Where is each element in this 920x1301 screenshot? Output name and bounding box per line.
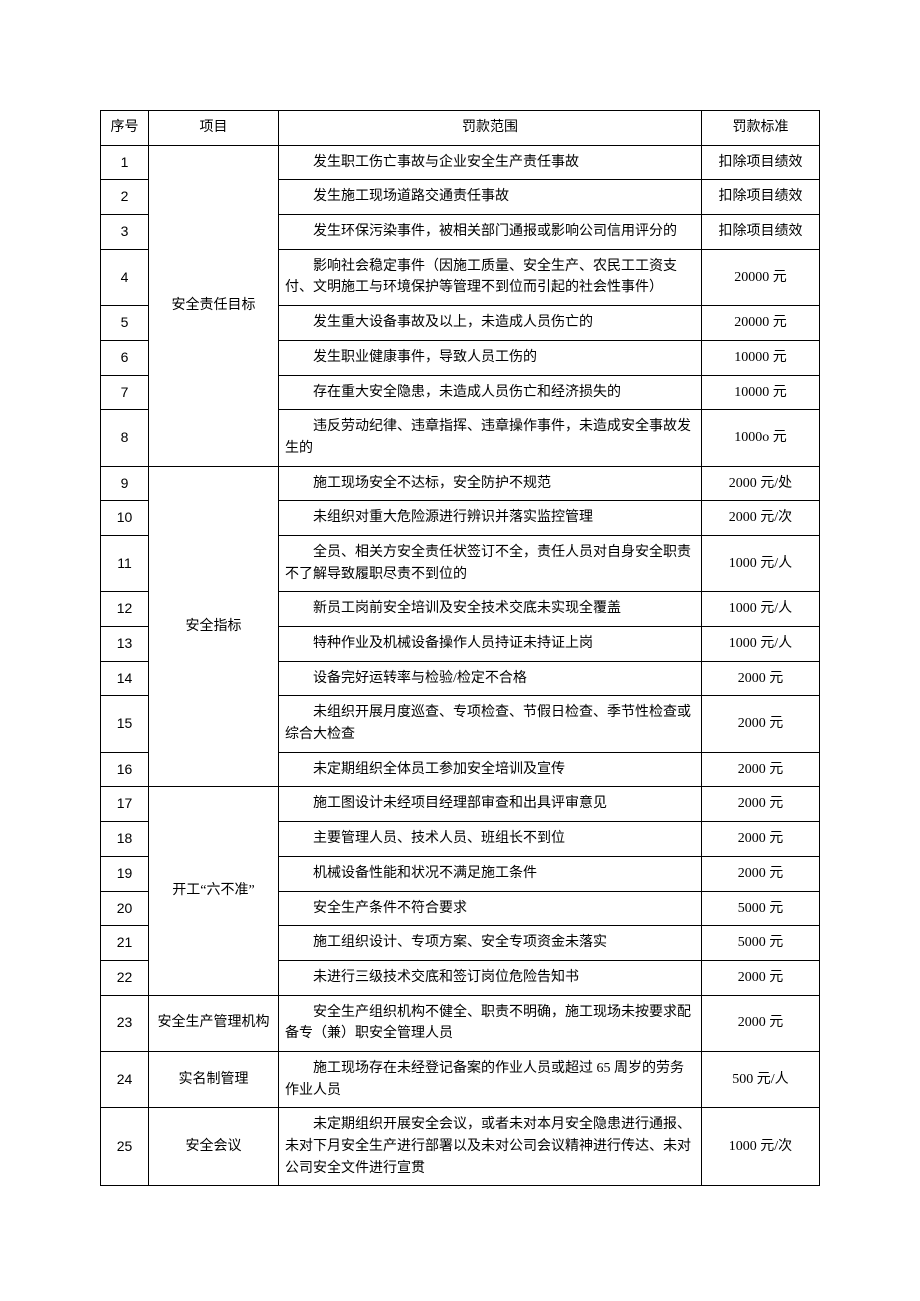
cell-std: 2000 元 — [702, 960, 820, 995]
cell-std: 10000 元 — [702, 375, 820, 410]
cell-seq: 22 — [101, 960, 149, 995]
cell-scope: 机械设备性能和状况不满足施工条件 — [279, 856, 702, 891]
cell-scope: 设备完好运转率与检验/检定不合格 — [279, 661, 702, 696]
cell-scope: 全员、相关方安全责任状签订不全，责任人员对自身安全职责不了解导致履职尽责不到位的 — [279, 535, 702, 591]
cell-scope: 施工现场安全不达标，安全防护不规范 — [279, 466, 702, 501]
cell-seq: 8 — [101, 410, 149, 466]
cell-seq: 11 — [101, 535, 149, 591]
cell-seq: 23 — [101, 995, 149, 1051]
col-header-std: 罚款标准 — [702, 111, 820, 146]
cell-std: 20000 元 — [702, 306, 820, 341]
cell-seq: 14 — [101, 661, 149, 696]
cell-seq: 3 — [101, 215, 149, 250]
table-header: 序号 项目 罚款范围 罚款标准 — [101, 111, 820, 146]
table-header-row: 序号 项目 罚款范围 罚款标准 — [101, 111, 820, 146]
col-header-seq: 序号 — [101, 111, 149, 146]
cell-std: 20000 元 — [702, 249, 820, 305]
cell-std: 1000 元/人 — [702, 627, 820, 662]
cell-std: 2000 元 — [702, 856, 820, 891]
cell-seq: 17 — [101, 787, 149, 822]
cell-scope: 影响社会稳定事件（因施工质量、安全生产、农民工工资支付、文明施工与环境保护等管理… — [279, 249, 702, 305]
cell-seq: 12 — [101, 592, 149, 627]
table-row: 1安全责任目标发生职工伤亡事故与企业安全生产责任事故扣除项目绩效 — [101, 145, 820, 180]
cell-scope: 施工现场存在未经登记备案的作业人员或超过 65 周岁的劳务作业人员 — [279, 1051, 702, 1107]
cell-seq: 16 — [101, 752, 149, 787]
cell-scope: 主要管理人员、技术人员、班组长不到位 — [279, 822, 702, 857]
cell-std: 10000 元 — [702, 340, 820, 375]
cell-seq: 18 — [101, 822, 149, 857]
cell-seq: 1 — [101, 145, 149, 180]
cell-scope: 发生职工伤亡事故与企业安全生产责任事故 — [279, 145, 702, 180]
cell-item: 安全生产管理机构 — [149, 995, 279, 1051]
cell-scope: 未定期组织开展安全会议，或者未对本月安全隐患进行通报、未对下月安全生产进行部署以… — [279, 1108, 702, 1186]
cell-std: 2000 元 — [702, 752, 820, 787]
cell-seq: 4 — [101, 249, 149, 305]
cell-std: 5000 元 — [702, 891, 820, 926]
cell-item: 实名制管理 — [149, 1051, 279, 1107]
cell-std: 扣除项目绩效 — [702, 145, 820, 180]
cell-seq: 13 — [101, 627, 149, 662]
cell-std: 500 元/人 — [702, 1051, 820, 1107]
cell-scope: 施工图设计未经项目经理部审查和出具评审意见 — [279, 787, 702, 822]
cell-seq: 25 — [101, 1108, 149, 1186]
cell-seq: 20 — [101, 891, 149, 926]
cell-item: 安全责任目标 — [149, 145, 279, 466]
table-row: 17开工“六不准”施工图设计未经项目经理部审查和出具评审意见2000 元 — [101, 787, 820, 822]
cell-scope: 存在重大安全隐患，未造成人员伤亡和经济损失的 — [279, 375, 702, 410]
cell-seq: 21 — [101, 926, 149, 961]
cell-scope: 未组织开展月度巡查、专项检查、节假日检查、季节性检查或综合大检查 — [279, 696, 702, 752]
cell-std: 扣除项目绩效 — [702, 215, 820, 250]
cell-std: 2000 元 — [702, 696, 820, 752]
cell-seq: 15 — [101, 696, 149, 752]
cell-seq: 24 — [101, 1051, 149, 1107]
cell-std: 2000 元 — [702, 661, 820, 696]
cell-item: 安全会议 — [149, 1108, 279, 1186]
cell-scope: 安全生产条件不符合要求 — [279, 891, 702, 926]
cell-scope: 发生环保污染事件，被相关部门通报或影响公司信用评分的 — [279, 215, 702, 250]
cell-std: 2000 元/处 — [702, 466, 820, 501]
cell-scope: 发生施工现场道路交通责任事故 — [279, 180, 702, 215]
cell-scope: 安全生产组织机构不健全、职责不明确，施工现场未按要求配备专（兼）职安全管理人员 — [279, 995, 702, 1051]
cell-seq: 5 — [101, 306, 149, 341]
cell-seq: 10 — [101, 501, 149, 536]
col-header-scope: 罚款范围 — [279, 111, 702, 146]
table-body: 1安全责任目标发生职工伤亡事故与企业安全生产责任事故扣除项目绩效2发生施工现场道… — [101, 145, 820, 1186]
cell-seq: 9 — [101, 466, 149, 501]
document-page: 序号 项目 罚款范围 罚款标准 1安全责任目标发生职工伤亡事故与企业安全生产责任… — [0, 0, 920, 1286]
cell-std: 1000 元/人 — [702, 535, 820, 591]
cell-seq: 7 — [101, 375, 149, 410]
cell-scope: 违反劳动纪律、违章指挥、违章操作事件，未造成安全事故发生的 — [279, 410, 702, 466]
cell-std: 5000 元 — [702, 926, 820, 961]
cell-std: 2000 元 — [702, 787, 820, 822]
cell-std: 1000 元/人 — [702, 592, 820, 627]
cell-scope: 发生重大设备事故及以上，未造成人员伤亡的 — [279, 306, 702, 341]
cell-scope: 未组织对重大危险源进行辨识并落实监控管理 — [279, 501, 702, 536]
cell-scope: 新员工岗前安全培训及安全技术交底未实现全覆盖 — [279, 592, 702, 627]
cell-scope: 特种作业及机械设备操作人员持证未持证上岗 — [279, 627, 702, 662]
cell-scope: 发生职业健康事件，导致人员工伤的 — [279, 340, 702, 375]
cell-std: 2000 元 — [702, 822, 820, 857]
table-row: 25安全会议未定期组织开展安全会议，或者未对本月安全隐患进行通报、未对下月安全生… — [101, 1108, 820, 1186]
cell-scope: 未定期组织全体员工参加安全培训及宣传 — [279, 752, 702, 787]
cell-scope: 未进行三级技术交底和签订岗位危险告知书 — [279, 960, 702, 995]
cell-std: 1000 元/次 — [702, 1108, 820, 1186]
cell-seq: 2 — [101, 180, 149, 215]
cell-scope: 施工组织设计、专项方案、安全专项资金未落实 — [279, 926, 702, 961]
cell-seq: 19 — [101, 856, 149, 891]
table-row: 23安全生产管理机构安全生产组织机构不健全、职责不明确，施工现场未按要求配备专（… — [101, 995, 820, 1051]
cell-item: 安全指标 — [149, 466, 279, 787]
cell-std: 1000o 元 — [702, 410, 820, 466]
col-header-item: 项目 — [149, 111, 279, 146]
cell-std: 2000 元 — [702, 995, 820, 1051]
penalty-table: 序号 项目 罚款范围 罚款标准 1安全责任目标发生职工伤亡事故与企业安全生产责任… — [100, 110, 820, 1186]
cell-std: 扣除项目绩效 — [702, 180, 820, 215]
table-row: 24实名制管理施工现场存在未经登记备案的作业人员或超过 65 周岁的劳务作业人员… — [101, 1051, 820, 1107]
cell-std: 2000 元/次 — [702, 501, 820, 536]
table-row: 9安全指标施工现场安全不达标，安全防护不规范2000 元/处 — [101, 466, 820, 501]
cell-seq: 6 — [101, 340, 149, 375]
cell-item: 开工“六不准” — [149, 787, 279, 995]
